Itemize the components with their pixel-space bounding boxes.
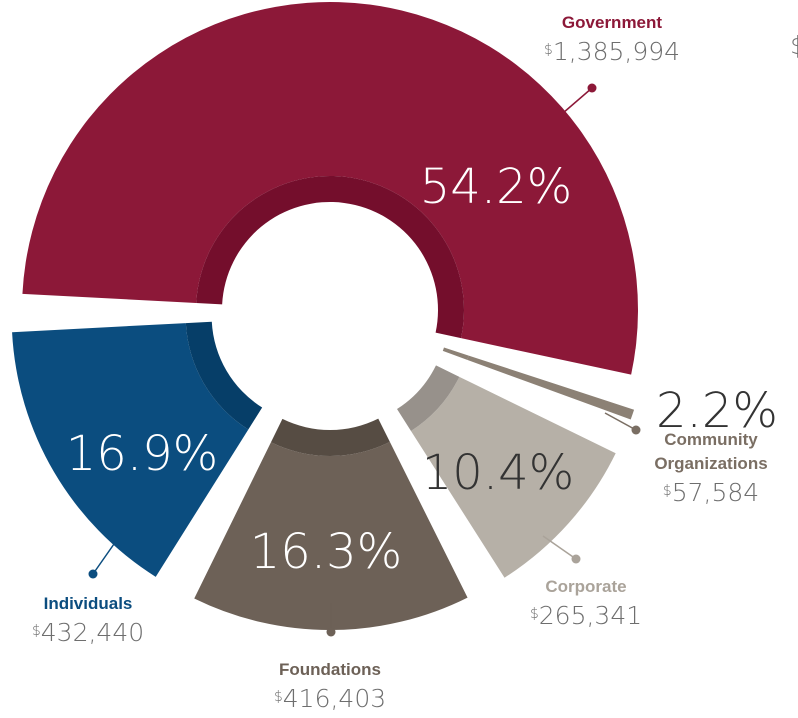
slice-community-outer	[467, 355, 635, 420]
pct-label-corporate: 10.4%	[422, 445, 574, 501]
slice-individuals-outer	[12, 323, 249, 577]
leader-dot-foundations	[326, 627, 336, 637]
slice-corporate-outer	[410, 376, 616, 578]
pct-label-government: 54.2%	[420, 159, 572, 215]
slice-individuals-inner	[185, 321, 263, 430]
category-label-community-2: Organizations	[654, 454, 767, 473]
amount-label-corporate: $265,341	[530, 601, 642, 630]
stray-currency-symbol: $	[790, 31, 798, 60]
slice-foundations	[194, 418, 468, 630]
slice-foundations-inner	[270, 418, 390, 456]
amount-label-community: $57,584	[663, 478, 759, 507]
leader-dot-corporate	[571, 554, 581, 564]
category-label-government: Government	[562, 13, 662, 32]
slice-government-inner	[196, 176, 464, 339]
slice-foundations-outer	[194, 441, 468, 630]
slice-government	[22, 1, 638, 375]
leader-line-government	[562, 87, 593, 114]
slice-community-inner	[442, 347, 469, 360]
pct-label-foundations: 16.3%	[250, 524, 402, 580]
category-label-foundations: Foundations	[279, 660, 381, 679]
amount-label-government: $1,385,994	[544, 37, 680, 66]
slice-community	[442, 347, 635, 420]
slice-corporate-inner	[397, 365, 460, 431]
pct-label-individuals: 16.9%	[66, 426, 218, 482]
amount-label-individuals: $432,440	[32, 618, 144, 647]
amount-label-foundations: $416,403	[274, 684, 386, 713]
slice-individuals	[12, 321, 263, 577]
leader-line-community	[604, 412, 637, 431]
slice-corporate	[397, 365, 616, 578]
slice-government-outer	[22, 1, 638, 375]
category-label-individuals: Individuals	[44, 594, 133, 613]
leader-dot-community	[631, 425, 641, 435]
leader-line-corporate	[542, 535, 577, 560]
leader-dot-individuals	[88, 569, 98, 579]
category-label-corporate: Corporate	[545, 577, 626, 596]
pct-label-community: 2.2%	[656, 383, 778, 439]
leader-line-individuals	[92, 533, 122, 575]
leader-dot-government	[587, 83, 597, 93]
category-label-community-1: Community	[664, 430, 758, 449]
